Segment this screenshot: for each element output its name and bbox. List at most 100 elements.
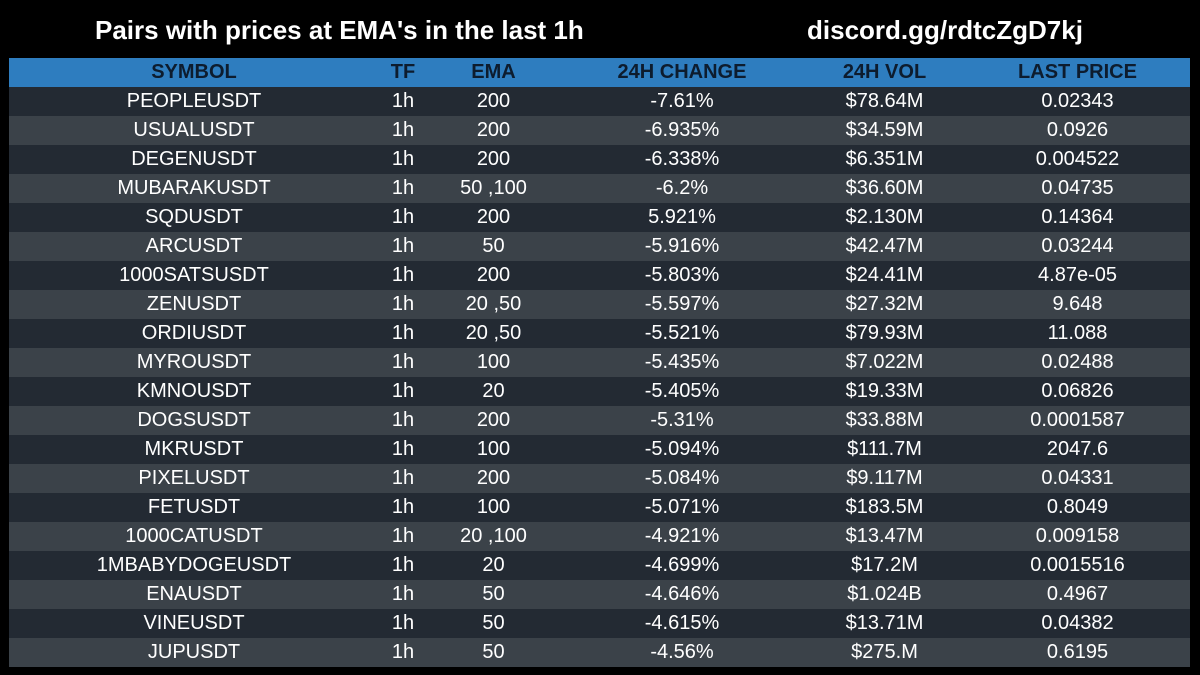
change-cell: -4.56% (650, 641, 714, 663)
price-cell: 0.02488 (1041, 351, 1114, 373)
table-row: MKRUSDT 1h 100 -5.094% $111.7M 2047.6 (9, 435, 1190, 464)
table-row: SQDUSDT 1h 200 5.921% $2.130M 0.14364 (9, 203, 1190, 232)
ema-cell: 100 (476, 496, 511, 518)
table-header-row: SYMBOL TF EMA 24H CHANGE 24H VOL LAST PR… (9, 58, 1190, 87)
change-cell: -5.435% (644, 351, 720, 373)
symbol-cell: SQDUSDT (145, 206, 243, 228)
price-cell: 0.004522 (1035, 148, 1120, 170)
table-row: ENAUSDT 1h 50 -4.646% $1.024B 0.4967 (9, 580, 1190, 609)
symbol-cell: VINEUSDT (143, 612, 245, 634)
symbol-cell: ZENUSDT (146, 293, 242, 315)
change-cell: -5.521% (644, 322, 720, 344)
table-row: 1000SATSUSDT 1h 200 -5.803% $24.41M 4.87e-05 (9, 261, 1190, 290)
header: Pairs with prices at EMA's in the last 1… (0, 0, 1200, 58)
table-row: PIXELUSDT 1h 200 -5.084% $9.117M 0.04331 (9, 464, 1190, 493)
volume-cell: $27.32M (845, 293, 924, 315)
symbol-cell: MKRUSDT (144, 438, 244, 460)
volume-cell: $275.M (851, 641, 918, 663)
table-row: ZENUSDT 1h 20 ,50 -5.597% $27.32M 9.648 (9, 290, 1190, 319)
symbol-cell: ORDIUSDT (141, 322, 247, 344)
tf-cell: 1h (391, 206, 415, 228)
change-cell: -6.2% (655, 177, 709, 199)
tf-cell: 1h (391, 119, 415, 141)
tf-cell: 1h (391, 235, 415, 257)
table-row: PEOPLEUSDT 1h 200 -7.61% $78.64M 0.02343 (9, 87, 1190, 116)
table-row: USUALUSDT 1h 200 -6.935% $34.59M 0.0926 (9, 116, 1190, 145)
symbol-cell: 1000CATUSDT (125, 525, 263, 547)
ema-cell: 20 ,50 (465, 293, 522, 315)
tf-cell: 1h (391, 264, 415, 286)
tf-cell: 1h (391, 293, 415, 315)
symbol-cell: MYROUSDT (136, 351, 252, 373)
tf-cell: 1h (391, 583, 415, 605)
symbol-cell: ENAUSDT (146, 583, 242, 605)
symbol-cell: PIXELUSDT (138, 467, 250, 489)
volume-cell: $9.117M (846, 467, 923, 489)
tf-cell: 1h (391, 467, 415, 489)
volume-cell: $13.47M (845, 525, 924, 547)
change-cell: -5.803% (644, 264, 720, 286)
ema-cell: 20 ,50 (465, 322, 522, 344)
symbol-cell: JUPUSDT (147, 641, 241, 663)
column-header-ema: EMA (471, 61, 516, 83)
change-cell: -5.31% (650, 409, 714, 431)
discord-link[interactable]: discord.gg/rdtcZgD7kj (807, 15, 1083, 45)
tf-cell: 1h (391, 525, 415, 547)
price-cell: 0.14364 (1041, 206, 1114, 228)
table-row: KMNOUSDT 1h 20 -5.405% $19.33M 0.06826 (9, 377, 1190, 406)
column-header-24h-vol: 24H VOL (842, 61, 927, 83)
table-row: ORDIUSDT 1h 20 ,50 -5.521% $79.93M 11.088 (9, 319, 1190, 348)
column-header-24h-change: 24H CHANGE (617, 61, 747, 83)
change-cell: -4.646% (644, 583, 720, 605)
volume-cell: $78.64M (845, 90, 924, 112)
change-cell: -5.597% (644, 293, 720, 315)
volume-cell: $183.5M (845, 496, 924, 518)
table-row: FETUSDT 1h 100 -5.071% $183.5M 0.8049 (9, 493, 1190, 522)
tf-cell: 1h (391, 438, 415, 460)
price-cell: 0.6195 (1046, 641, 1109, 663)
table-row: 1000CATUSDT 1h 20 ,100 -4.921% $13.47M 0.0091… (9, 522, 1190, 551)
symbol-cell: KMNOUSDT (136, 380, 252, 402)
symbol-cell: PEOPLEUSDT (126, 90, 262, 112)
ema-cell: 100 (476, 438, 511, 460)
change-cell: -5.084% (644, 467, 720, 489)
symbol-cell: ARCUSDT (145, 235, 243, 257)
ema-cell: 20 (482, 554, 505, 576)
symbol-cell: 1000SATSUSDT (119, 264, 269, 286)
symbol-cell: DEGENUSDT (131, 148, 257, 170)
ema-cell: 50 ,100 (460, 177, 527, 199)
volume-cell: $34.59M (845, 119, 924, 141)
price-cell: 9.648 (1052, 293, 1103, 315)
tf-cell: 1h (391, 322, 415, 344)
tf-cell: 1h (391, 554, 415, 576)
tf-cell: 1h (391, 351, 415, 373)
tf-cell: 1h (391, 148, 415, 170)
table-row: DEGENUSDT 1h 200 -6.338% $6.351M 0.004522 (9, 145, 1190, 174)
volume-cell: $24.41M (845, 264, 924, 286)
volume-cell: $79.93M (845, 322, 924, 344)
column-header-last-price: LAST PRICE (1018, 61, 1137, 83)
column-header-tf: TF (390, 61, 416, 83)
price-cell: 0.04382 (1041, 612, 1114, 634)
change-cell: -4.615% (644, 612, 720, 634)
volume-cell: $19.33M (845, 380, 924, 402)
ema-cell: 200 (476, 90, 511, 112)
price-cell: 0.0015516 (1030, 554, 1125, 576)
volume-cell: $1.024B (847, 583, 922, 605)
price-cell: 4.87e-05 (1038, 264, 1117, 286)
ema-cell: 20 ,100 (460, 525, 527, 547)
volume-cell: $7.022M (845, 351, 924, 373)
tf-cell: 1h (391, 380, 415, 402)
volume-cell: $33.88M (845, 409, 924, 431)
price-cell: 0.0926 (1046, 119, 1109, 141)
volume-cell: $2.130M (845, 206, 924, 228)
change-cell: -5.071% (644, 496, 720, 518)
change-cell: -6.338% (644, 148, 720, 170)
tf-cell: 1h (391, 641, 415, 663)
table-row: MYROUSDT 1h 100 -5.435% $7.022M 0.02488 (9, 348, 1190, 377)
price-cell: 0.8049 (1046, 496, 1109, 518)
table-body: PEOPLEUSDT 1h 200 -7.61% $78.64M 0.02343 USUAL… (9, 87, 1190, 667)
change-cell: -7.61% (650, 90, 714, 112)
change-cell: 5.921% (648, 206, 716, 228)
